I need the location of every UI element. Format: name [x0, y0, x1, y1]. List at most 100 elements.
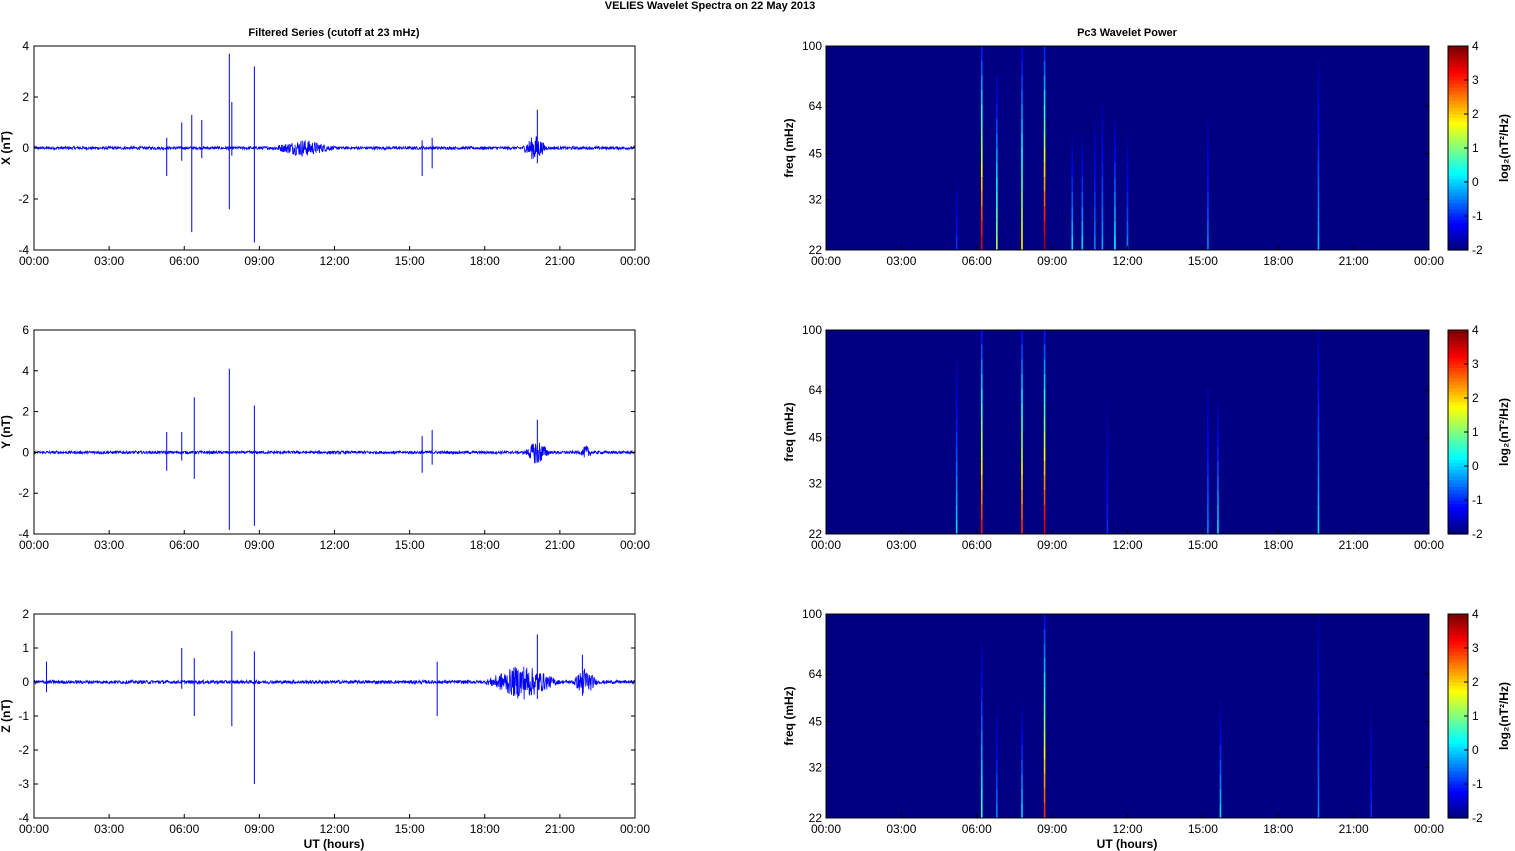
- x-tick-label: 00:00: [620, 822, 650, 836]
- colorbar-swatch: [1448, 124, 1468, 129]
- colorbar-swatch: [1448, 665, 1468, 669]
- trace-line: [34, 136, 635, 160]
- colorbar-swatch: [1448, 517, 1468, 521]
- colorbar-swatch: [1448, 760, 1468, 765]
- colorbar-swatch: [1448, 523, 1468, 528]
- colorbar: -2 -1 0 1 2 3 4 log₂(nT²/Hz): [1447, 39, 1511, 257]
- x-tick-label: 03:00: [886, 254, 916, 268]
- colorbar-swatch: [1448, 117, 1468, 122]
- x-tick-label: 15:00: [1188, 822, 1218, 836]
- x-tick-label: 15:00: [395, 254, 425, 268]
- figure-title: VELIES Wavelet Spectra on 22 May 2013: [605, 0, 816, 12]
- series-panel-y: -4 -2 0 2 4 6 Y (nT) 00:00 03:00 06:00 09:00 12:00 1…: [0, 323, 650, 552]
- colorbar-swatch: [1448, 171, 1468, 176]
- colorbar-swatch: [1448, 93, 1468, 98]
- colorbar-swatch: [1448, 421, 1468, 426]
- x-tick-label: 21:00: [1339, 538, 1369, 552]
- y-axis-label: X (nT): [0, 131, 13, 165]
- x-tick-label: 15:00: [1188, 538, 1218, 552]
- colorbar-swatch: [1448, 685, 1468, 690]
- x-tick-label: 00:00: [620, 538, 650, 552]
- x-tick-label: 21:00: [545, 822, 575, 836]
- y-tick-label: 100: [802, 39, 822, 53]
- colorbar-swatch: [1448, 486, 1468, 491]
- colorbar-swatch: [1448, 644, 1468, 649]
- colorbar-swatch: [1448, 175, 1468, 180]
- x-tick-label: 09:00: [1037, 538, 1067, 552]
- colorbar-tick-label: 4: [1472, 39, 1479, 53]
- left-column-title: Filtered Series (cutoff at 23 mHz): [248, 27, 419, 39]
- colorbar-tick-label: 4: [1472, 607, 1479, 621]
- colorbar-swatch: [1448, 661, 1468, 666]
- colorbar-swatch: [1448, 489, 1468, 494]
- y-tick-label: 0: [22, 445, 29, 459]
- colorbar-swatch: [1448, 364, 1468, 368]
- colorbar-swatch: [1448, 801, 1468, 805]
- colorbar-swatch: [1448, 154, 1468, 159]
- colorbar-swatch: [1448, 52, 1468, 57]
- colorbar-swatch: [1448, 445, 1468, 450]
- colorbar-swatch: [1448, 69, 1468, 74]
- colorbar-swatch: [1448, 90, 1468, 95]
- colorbar-swatch: [1448, 435, 1468, 440]
- colorbar-swatch: [1448, 767, 1468, 771]
- y-tick-label: -2: [18, 486, 29, 500]
- colorbar-swatch: [1448, 702, 1468, 707]
- colorbar-swatch: [1448, 719, 1468, 724]
- colorbar-swatch: [1448, 239, 1468, 244]
- x-tick-label: 18:00: [470, 254, 500, 268]
- x-tick-label: 06:00: [169, 538, 199, 552]
- colorbar-swatch: [1448, 408, 1468, 413]
- colorbar-swatch: [1448, 80, 1468, 84]
- colorbar-label: log₂(nT²/Hz): [1497, 398, 1511, 466]
- y-tick-label: -2: [18, 192, 29, 206]
- colorbar-tick-label: -2: [1472, 811, 1483, 825]
- colorbar-swatch: [1448, 357, 1468, 362]
- colorbar-swatch: [1448, 243, 1468, 248]
- colorbar-swatch: [1448, 658, 1468, 663]
- colorbar-swatch: [1448, 107, 1468, 112]
- x-tick-label: 00:00: [1414, 822, 1444, 836]
- colorbar-swatch: [1448, 76, 1468, 81]
- colorbar-swatch: [1448, 114, 1468, 118]
- colorbar-swatch: [1448, 500, 1468, 504]
- y-tick-label: 64: [809, 383, 823, 397]
- colorbar-swatch: [1448, 148, 1468, 152]
- colorbar-swatch: [1448, 178, 1468, 183]
- colorbar-swatch: [1448, 675, 1468, 680]
- colorbar-swatch: [1448, 797, 1468, 802]
- colorbar-swatch: [1448, 780, 1468, 785]
- colorbar-swatch: [1448, 381, 1468, 385]
- colorbar-label: log₂(nT²/Hz): [1497, 114, 1511, 182]
- colorbar-tick-label: -2: [1472, 527, 1483, 541]
- colorbar-swatch: [1448, 209, 1468, 214]
- colorbar-swatch: [1448, 527, 1468, 532]
- colorbar-swatch: [1448, 192, 1468, 197]
- colorbar-swatch: [1448, 627, 1468, 632]
- colorbar-swatch: [1448, 387, 1468, 392]
- colorbar-swatch: [1448, 63, 1468, 67]
- x-tick-label: 00:00: [620, 254, 650, 268]
- colorbar-swatch: [1448, 370, 1468, 375]
- colorbar-tick-label: 2: [1472, 107, 1479, 121]
- x-tick-label: 21:00: [1339, 822, 1369, 836]
- x-tick-label: 18:00: [470, 822, 500, 836]
- colorbar-swatch: [1448, 428, 1468, 433]
- y-axis-label: Y (nT): [0, 415, 13, 449]
- x-tick-label: 03:00: [94, 254, 124, 268]
- colorbar-swatch: [1448, 144, 1468, 149]
- colorbar-swatch: [1448, 202, 1468, 207]
- plot-frame: [33, 329, 636, 535]
- colorbar-swatch: [1448, 137, 1468, 142]
- colorbar-swatch: [1448, 637, 1468, 642]
- y-tick-label: 4: [22, 364, 29, 378]
- colorbar-tick-label: -1: [1472, 493, 1483, 507]
- y-axis-label: freq (mHz): [782, 686, 796, 745]
- y-tick-label: 45: [809, 431, 823, 445]
- x-tick-label: 09:00: [244, 822, 274, 836]
- heatmap-background: [826, 614, 1429, 818]
- colorbar-swatch: [1448, 236, 1468, 241]
- colorbar-swatch: [1448, 459, 1468, 464]
